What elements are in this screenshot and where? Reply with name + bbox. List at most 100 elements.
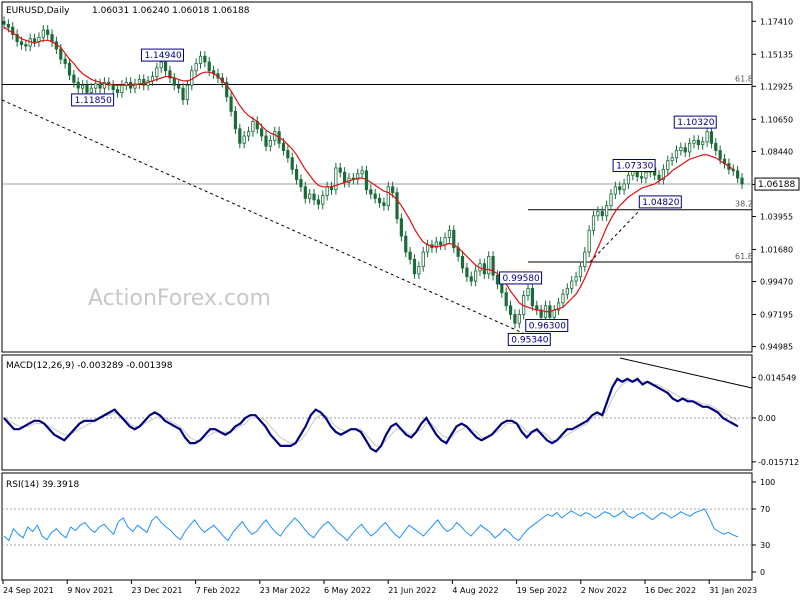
candle-body	[369, 189, 373, 195]
candle-body	[115, 89, 120, 93]
candle-body	[46, 29, 50, 35]
candle-body	[242, 135, 246, 144]
rsi-tick-label: 30	[760, 541, 770, 550]
candle-body	[268, 139, 272, 147]
date-label: 4 Aug 2022	[452, 586, 498, 595]
candle-body	[399, 218, 403, 237]
candle-body	[661, 168, 665, 180]
candle-body	[312, 193, 316, 201]
macd-resistance-line	[619, 357, 753, 389]
macd-line	[3, 377, 739, 453]
level-label: 61.8	[735, 75, 753, 84]
candle-body	[59, 48, 63, 60]
candle-body	[137, 79, 141, 85]
candle-body	[491, 256, 495, 276]
price-label-text: 0.99580	[503, 274, 540, 284]
candle-body	[465, 267, 469, 278]
date-label: 9 Nov 2021	[67, 586, 113, 595]
candle-body	[190, 70, 194, 86]
candle-body	[198, 55, 203, 64]
candle-body	[32, 38, 37, 43]
candle-body	[120, 84, 124, 93]
candle-body	[325, 186, 329, 196]
candle-body	[207, 61, 211, 72]
candle-body	[251, 121, 255, 133]
candle-body	[321, 195, 325, 205]
candle-body	[731, 168, 735, 172]
price-tick-label: 0.94985	[760, 343, 793, 352]
price-label-text: 0.95340	[511, 335, 548, 345]
macd-tick-label: -0.015712	[758, 458, 799, 467]
rsi-panel: RSI(14) 39.3918 100 70 30 0	[1, 472, 775, 581]
candle-body	[382, 202, 386, 207]
candle-body	[177, 84, 181, 89]
candle-body	[530, 287, 534, 307]
candle-body	[168, 70, 172, 79]
candle-body	[229, 96, 233, 112]
rsi-tick-label: 70	[760, 505, 770, 514]
macd-tick-label: 0.014549	[758, 373, 796, 382]
candle-body	[412, 258, 417, 275]
date-label: 2 Nov 2022	[581, 586, 627, 595]
candle-body	[714, 142, 718, 151]
last-price-label: 1.06188	[758, 180, 795, 190]
candle-body	[246, 131, 251, 137]
date-label: 7 Feb 2022	[196, 586, 241, 595]
level-label: 38.2	[735, 200, 753, 209]
candle-body	[15, 34, 19, 43]
candle-body	[338, 167, 342, 173]
candle-body	[50, 34, 54, 43]
candle-body	[334, 167, 338, 191]
candle-body	[360, 170, 364, 175]
date-label: 23 Mar 2022	[260, 586, 311, 595]
candle-body	[740, 177, 744, 185]
candle-body	[736, 170, 740, 179]
candle-body	[513, 314, 517, 324]
candle-body	[6, 23, 10, 28]
price-tick-label: 1.08440	[760, 147, 793, 156]
candle-body	[159, 61, 163, 69]
price-panel: ActionForex.com EURUSD,Daily 1.06031 1.0…	[1, 1, 800, 353]
price-label-text: 0.96300	[529, 322, 566, 332]
candle-body	[308, 193, 312, 199]
candle-body	[111, 84, 115, 90]
candle-body	[600, 211, 604, 217]
candle-body	[639, 176, 644, 179]
candle-body	[98, 83, 102, 89]
candle-body	[264, 135, 268, 147]
candle-body	[622, 183, 626, 191]
candle-body	[286, 150, 290, 159]
candle-body	[666, 160, 670, 170]
candle-body	[705, 131, 709, 143]
price-ohlc: 1.06031 1.06240 1.06018 1.06188	[92, 6, 250, 16]
candle-body	[2, 21, 6, 25]
candle-body	[447, 229, 452, 238]
date-label: 19 Sep 2022	[517, 586, 568, 595]
candle-body	[460, 256, 465, 269]
candle-body	[434, 241, 438, 249]
candle-body	[290, 157, 294, 170]
candle-body	[89, 87, 93, 93]
price-label-box	[673, 115, 717, 129]
candle-body	[526, 287, 530, 296]
trendline-short	[589, 209, 641, 263]
candle-body	[657, 174, 661, 180]
candle-body	[76, 81, 80, 89]
candle-body	[701, 141, 705, 146]
candle-body	[343, 171, 347, 183]
macd-signal-line	[3, 381, 739, 447]
candle-body	[67, 63, 72, 76]
candle-body	[674, 150, 679, 159]
candle-body	[495, 274, 500, 285]
candle-body	[294, 168, 299, 180]
candle-body	[281, 142, 286, 151]
candle-body	[587, 229, 591, 253]
candle-body	[469, 276, 473, 282]
candle-body	[574, 276, 578, 282]
candle-body	[102, 81, 107, 89]
date-label: 31 Jan 2023	[709, 586, 757, 595]
candle-body	[644, 171, 648, 179]
price-tick-label: 0.99470	[760, 278, 793, 287]
last-price-box	[754, 177, 800, 191]
candle-body	[679, 147, 683, 151]
